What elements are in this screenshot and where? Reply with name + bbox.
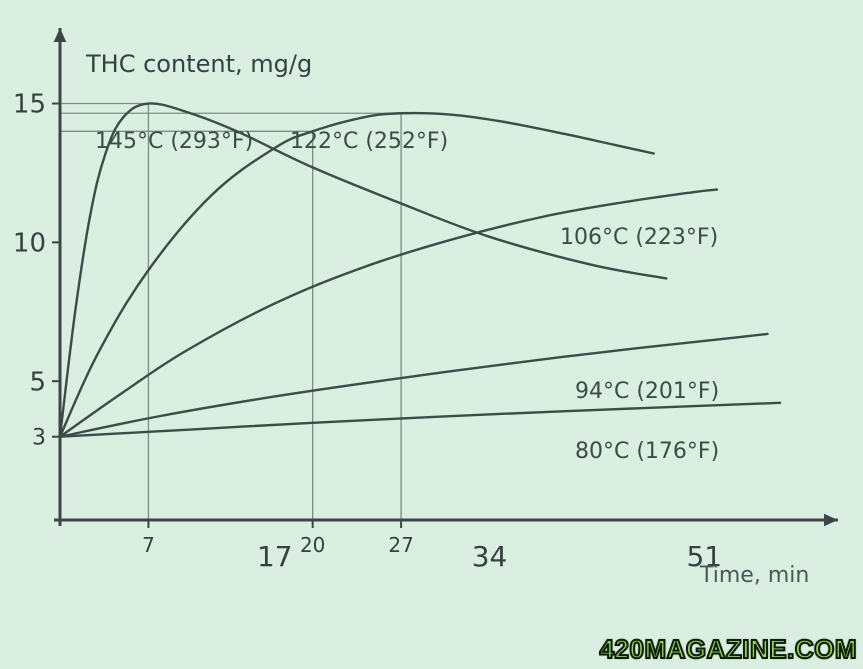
series-label-s145: 145°C (293°F) bbox=[95, 129, 253, 154]
series-label-s122: 122°C (252°F) bbox=[290, 129, 448, 154]
x-tick-label-17: 17 bbox=[257, 540, 293, 573]
y-tick-label-5: 5 bbox=[29, 367, 46, 397]
x-axis-label: Time, min bbox=[699, 563, 809, 588]
y-tick-label-15: 15 bbox=[13, 90, 46, 120]
thc-decarb-chart: 145°C (293°F) 122°C (252°F) 106°C (223°F) 9… bbox=[0, 0, 863, 669]
y-tick-label-10: 10 bbox=[13, 228, 46, 258]
x-tick-label-20: 20 bbox=[300, 533, 325, 557]
x-tick-label-27: 27 bbox=[388, 533, 413, 557]
series-label-s80: 80°C (176°F) bbox=[575, 439, 719, 464]
x-tick-label-7: 7 bbox=[142, 533, 155, 557]
x-tick-label-34: 34 bbox=[472, 540, 508, 573]
chart-title: THC content, mg/g bbox=[85, 50, 312, 78]
series-label-s106: 106°C (223°F) bbox=[560, 225, 718, 250]
series-label-s94: 94°C (201°F) bbox=[575, 379, 719, 404]
y-tick-label-3: 3 bbox=[32, 425, 46, 450]
